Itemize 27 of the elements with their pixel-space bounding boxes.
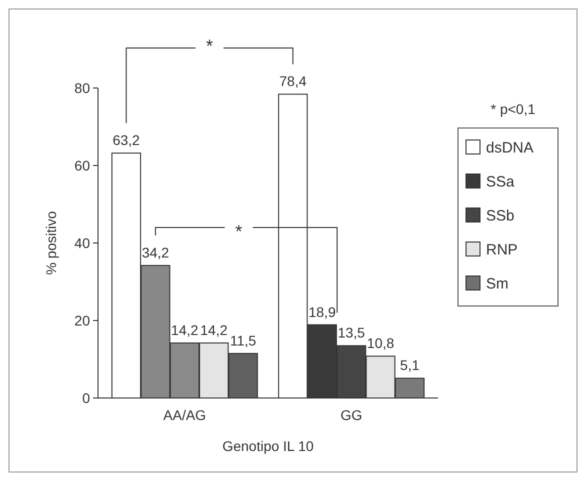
y-tick-label: 60: [74, 157, 90, 174]
data-label: 34,2: [142, 244, 170, 260]
y-axis-title: % positivo: [43, 210, 59, 275]
data-label: 14,2: [171, 322, 199, 338]
y-tick-label: 20: [74, 312, 90, 328]
data-label: 5,1: [400, 357, 420, 374]
y-tick-label: 40: [74, 234, 90, 251]
text: *: [206, 36, 214, 56]
data-label: 14,2: [200, 322, 228, 338]
data-label: 13,5: [338, 324, 366, 341]
legend-label: dsDNA: [486, 139, 534, 156]
data-label: 10,8: [366, 335, 394, 352]
legend-label: RNP: [486, 241, 518, 258]
data-label: 11,5: [230, 332, 256, 348]
y-tick-label: 0: [82, 390, 90, 406]
x-tick-label: GG: [340, 407, 362, 423]
annotation: *: [235, 222, 242, 242]
data-label: 63,2: [112, 132, 140, 148]
y-tick-label: 80: [74, 80, 90, 96]
legend-label: SSa: [486, 173, 516, 190]
data-label: 78,4: [279, 73, 307, 90]
x-tick-label: AA/AG: [163, 407, 206, 423]
text: * p<0,1: [490, 101, 536, 117]
legend-label: Sm: [486, 275, 508, 292]
legend-label: SSb: [486, 207, 514, 224]
data-label: 18,9: [308, 304, 336, 320]
x-axis-title: Genotipo IL 10: [222, 438, 314, 454]
